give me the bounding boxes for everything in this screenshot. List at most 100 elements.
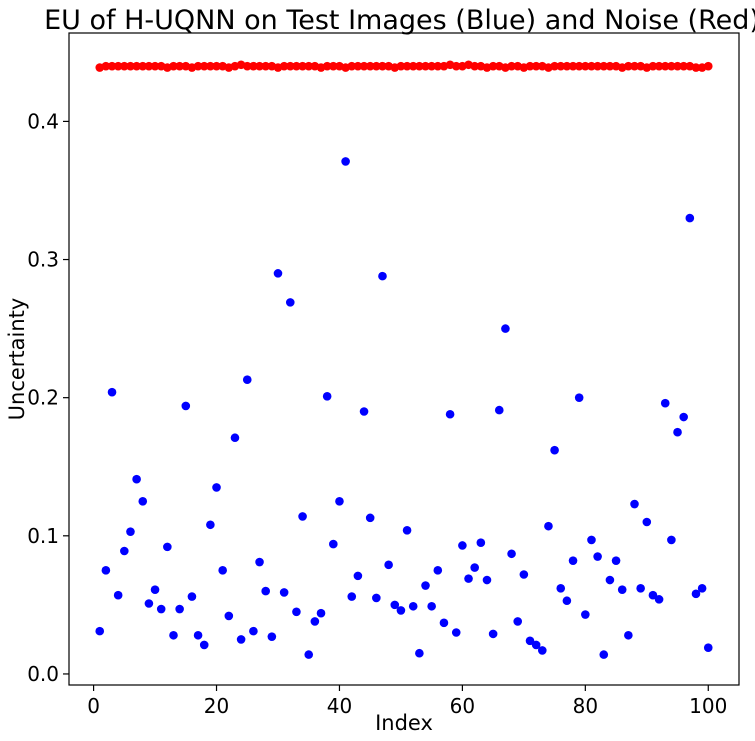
- test-image-point: [433, 566, 443, 575]
- test-image-point: [169, 630, 178, 640]
- test-image-point: [126, 527, 135, 536]
- test-image-point: [132, 474, 141, 484]
- test-image-point: [359, 407, 369, 416]
- test-image-point: [476, 538, 486, 548]
- test-image-point: [199, 640, 209, 650]
- noise-point: [101, 61, 111, 71]
- noise-point: [249, 61, 258, 71]
- test-image-point: [562, 596, 572, 606]
- test-image-point: [187, 592, 197, 601]
- noise-point: [279, 61, 289, 71]
- noise-point: [402, 61, 412, 71]
- noise-point: [673, 61, 682, 71]
- test-image-point: [396, 606, 406, 615]
- noise-point: [298, 61, 307, 71]
- test-image-point: [574, 393, 584, 402]
- x-axis-label: Index: [375, 711, 433, 735]
- test-image-point: [642, 517, 652, 527]
- test-image-point: [636, 584, 645, 593]
- test-image-point: [667, 535, 676, 545]
- test-image-point: [445, 409, 455, 419]
- test-image-point: [285, 298, 295, 307]
- noise-point: [415, 61, 424, 71]
- test-image-point: [544, 521, 553, 531]
- noise-point: [433, 61, 443, 71]
- test-image-point: [353, 571, 363, 581]
- test-image-point: [193, 630, 203, 640]
- noise-point: [132, 61, 141, 71]
- noise-point: [605, 61, 615, 71]
- noise-point: [654, 61, 664, 71]
- noise-point: [470, 61, 479, 71]
- noise-point: [206, 61, 215, 71]
- test-image-point: [212, 483, 221, 492]
- test-image-point: [439, 618, 449, 628]
- noise-point: [372, 61, 381, 71]
- test-image-point: [95, 626, 105, 636]
- test-image-point: [365, 513, 375, 523]
- noise-point: [322, 61, 332, 71]
- test-image-point: [421, 581, 430, 590]
- noise-point: [421, 61, 430, 71]
- test-image-point: [156, 604, 166, 614]
- noise-point: [525, 61, 535, 71]
- noise-point: [648, 61, 658, 71]
- y-tick-label: 0.3: [27, 248, 59, 272]
- test-image-point: [163, 542, 172, 552]
- noise-point: [193, 61, 203, 71]
- test-image-point: [120, 546, 129, 556]
- test-image-point: [587, 535, 596, 545]
- test-image-point: [378, 271, 387, 281]
- noise-point: [212, 61, 221, 71]
- plot-frame: [68, 32, 740, 686]
- noise-point: [624, 61, 633, 71]
- test-image-point: [292, 607, 301, 617]
- x-tick-label: 40: [327, 694, 352, 718]
- test-image-point: [550, 445, 559, 455]
- test-image-point: [538, 646, 547, 655]
- noise-point: [126, 61, 135, 71]
- noise-point: [630, 61, 639, 71]
- test-image-point: [415, 648, 424, 658]
- test-image-point: [384, 560, 393, 570]
- test-image-point: [525, 636, 535, 646]
- noise-point: [550, 61, 559, 71]
- test-image-point: [624, 630, 633, 640]
- noise-point: [378, 61, 387, 71]
- test-image-point: [488, 629, 498, 639]
- test-image-point: [298, 512, 307, 521]
- test-image-point: [372, 593, 381, 603]
- test-image-point: [691, 589, 701, 599]
- test-image-point: [273, 269, 283, 278]
- noise-point: [144, 61, 154, 71]
- test-image-point: [304, 650, 314, 659]
- noise-point: [507, 61, 516, 71]
- test-image-point: [335, 496, 344, 506]
- test-image-point: [218, 566, 227, 575]
- test-image-point: [679, 412, 688, 422]
- chart-title: EU of H-UQNN on Test Images (Blue) and N…: [44, 5, 755, 36]
- test-image-point: [279, 588, 289, 597]
- noise-point: [285, 61, 295, 71]
- test-image-point: [654, 595, 664, 604]
- test-image-point: [501, 324, 510, 333]
- test-image-point: [611, 556, 621, 565]
- test-image-point: [402, 525, 412, 535]
- noise-point: [120, 61, 129, 71]
- x-tick-label: 80: [573, 694, 598, 718]
- noise-point: [150, 61, 160, 71]
- noise-point: [593, 61, 602, 71]
- noise-point: [660, 61, 670, 71]
- noise-point: [353, 61, 363, 71]
- noise-point: [488, 61, 498, 71]
- noise-point: [304, 61, 314, 71]
- test-image-point: [175, 604, 184, 614]
- test-image-point: [673, 427, 682, 437]
- test-image-point: [507, 549, 516, 559]
- noise-point: [587, 61, 596, 71]
- test-image-point: [144, 599, 154, 608]
- test-image-point: [581, 610, 590, 619]
- test-image-point: [347, 592, 357, 601]
- noise-point: [427, 61, 436, 71]
